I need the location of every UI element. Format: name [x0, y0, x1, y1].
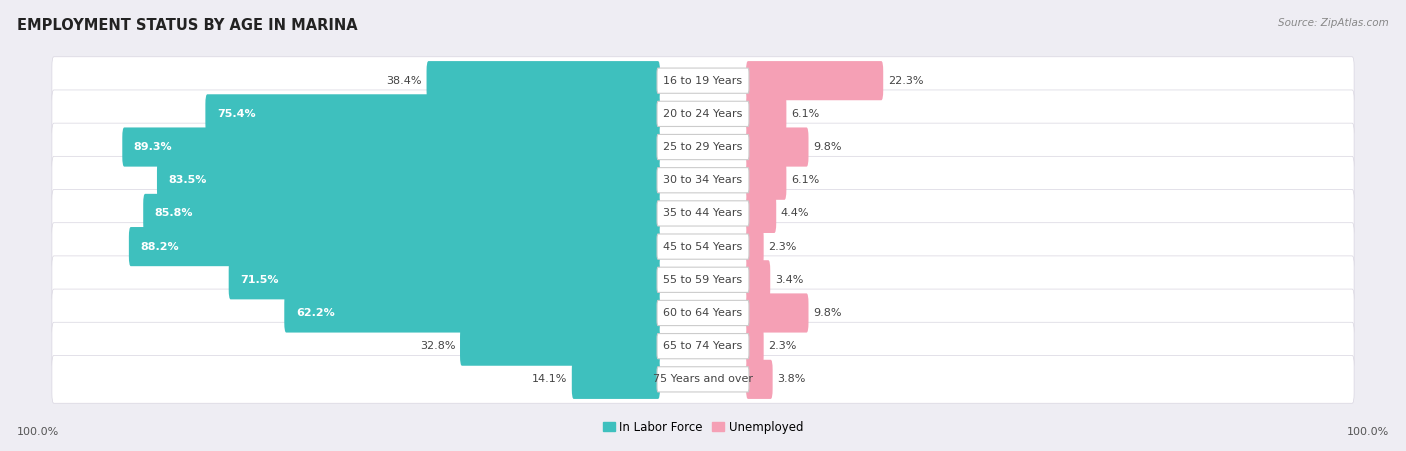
- FancyBboxPatch shape: [284, 294, 659, 332]
- Text: 9.8%: 9.8%: [813, 142, 842, 152]
- FancyBboxPatch shape: [747, 327, 763, 366]
- FancyBboxPatch shape: [657, 134, 749, 160]
- FancyBboxPatch shape: [205, 94, 659, 133]
- Text: 100.0%: 100.0%: [17, 428, 59, 437]
- Text: 3.8%: 3.8%: [778, 374, 806, 384]
- Text: 75.4%: 75.4%: [217, 109, 256, 119]
- FancyBboxPatch shape: [747, 161, 786, 200]
- FancyBboxPatch shape: [657, 267, 749, 292]
- FancyBboxPatch shape: [657, 234, 749, 259]
- FancyBboxPatch shape: [426, 61, 659, 100]
- Text: 83.5%: 83.5%: [169, 175, 207, 185]
- Text: 2.3%: 2.3%: [768, 242, 797, 252]
- FancyBboxPatch shape: [52, 123, 1354, 171]
- FancyBboxPatch shape: [460, 327, 659, 366]
- FancyBboxPatch shape: [747, 194, 776, 233]
- FancyBboxPatch shape: [747, 94, 786, 133]
- FancyBboxPatch shape: [229, 260, 659, 299]
- Text: 32.8%: 32.8%: [420, 341, 456, 351]
- FancyBboxPatch shape: [657, 334, 749, 359]
- Text: Source: ZipAtlas.com: Source: ZipAtlas.com: [1278, 18, 1389, 28]
- FancyBboxPatch shape: [572, 360, 659, 399]
- FancyBboxPatch shape: [747, 360, 773, 399]
- Text: 88.2%: 88.2%: [141, 242, 179, 252]
- FancyBboxPatch shape: [747, 227, 763, 266]
- Text: 14.1%: 14.1%: [531, 374, 567, 384]
- FancyBboxPatch shape: [143, 194, 659, 233]
- Text: 3.4%: 3.4%: [775, 275, 803, 285]
- FancyBboxPatch shape: [657, 168, 749, 193]
- Text: 16 to 19 Years: 16 to 19 Years: [664, 76, 742, 86]
- Text: EMPLOYMENT STATUS BY AGE IN MARINA: EMPLOYMENT STATUS BY AGE IN MARINA: [17, 18, 357, 33]
- Text: 55 to 59 Years: 55 to 59 Years: [664, 275, 742, 285]
- FancyBboxPatch shape: [157, 161, 659, 200]
- FancyBboxPatch shape: [52, 156, 1354, 204]
- FancyBboxPatch shape: [52, 223, 1354, 271]
- FancyBboxPatch shape: [52, 355, 1354, 403]
- Text: 75 Years and over: 75 Years and over: [652, 374, 754, 384]
- Text: 38.4%: 38.4%: [387, 76, 422, 86]
- FancyBboxPatch shape: [657, 367, 749, 392]
- Text: 71.5%: 71.5%: [240, 275, 278, 285]
- Text: 85.8%: 85.8%: [155, 208, 193, 218]
- Text: 65 to 74 Years: 65 to 74 Years: [664, 341, 742, 351]
- FancyBboxPatch shape: [657, 201, 749, 226]
- Legend: In Labor Force, Unemployed: In Labor Force, Unemployed: [598, 416, 808, 439]
- Text: 22.3%: 22.3%: [887, 76, 924, 86]
- Text: 100.0%: 100.0%: [1347, 428, 1389, 437]
- FancyBboxPatch shape: [657, 101, 749, 126]
- FancyBboxPatch shape: [52, 57, 1354, 105]
- Text: 9.8%: 9.8%: [813, 308, 842, 318]
- FancyBboxPatch shape: [747, 260, 770, 299]
- Text: 6.1%: 6.1%: [792, 109, 820, 119]
- Text: 30 to 34 Years: 30 to 34 Years: [664, 175, 742, 185]
- Text: 45 to 54 Years: 45 to 54 Years: [664, 242, 742, 252]
- Text: 60 to 64 Years: 60 to 64 Years: [664, 308, 742, 318]
- FancyBboxPatch shape: [657, 300, 749, 326]
- FancyBboxPatch shape: [129, 227, 659, 266]
- FancyBboxPatch shape: [52, 256, 1354, 304]
- FancyBboxPatch shape: [122, 128, 659, 166]
- FancyBboxPatch shape: [52, 90, 1354, 138]
- Text: 62.2%: 62.2%: [295, 308, 335, 318]
- Text: 2.3%: 2.3%: [768, 341, 797, 351]
- Text: 35 to 44 Years: 35 to 44 Years: [664, 208, 742, 218]
- FancyBboxPatch shape: [52, 289, 1354, 337]
- FancyBboxPatch shape: [747, 294, 808, 332]
- FancyBboxPatch shape: [52, 189, 1354, 237]
- FancyBboxPatch shape: [747, 128, 808, 166]
- FancyBboxPatch shape: [747, 61, 883, 100]
- FancyBboxPatch shape: [657, 68, 749, 93]
- FancyBboxPatch shape: [52, 322, 1354, 370]
- Text: 89.3%: 89.3%: [134, 142, 173, 152]
- Text: 20 to 24 Years: 20 to 24 Years: [664, 109, 742, 119]
- Text: 4.4%: 4.4%: [780, 208, 810, 218]
- Text: 6.1%: 6.1%: [792, 175, 820, 185]
- Text: 25 to 29 Years: 25 to 29 Years: [664, 142, 742, 152]
